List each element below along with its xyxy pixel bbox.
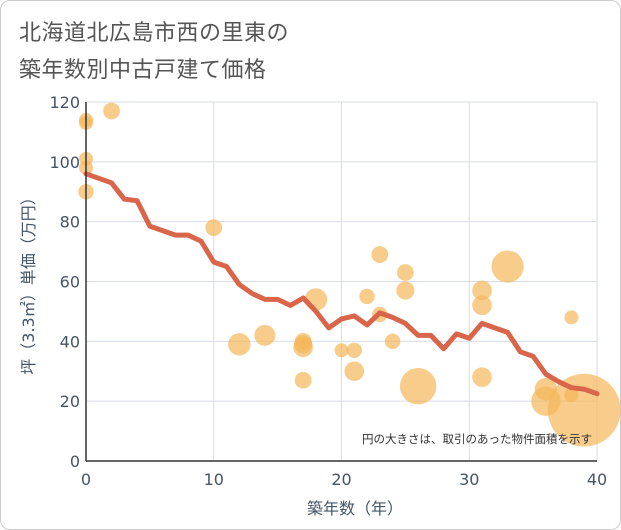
data-bubble bbox=[472, 295, 492, 316]
x-axis-label: 築年数（年） bbox=[307, 499, 403, 518]
y-tick-label: 80 bbox=[60, 213, 80, 232]
data-bubble bbox=[346, 342, 362, 359]
y-tick-label: 60 bbox=[60, 273, 80, 292]
data-bubble bbox=[396, 281, 415, 300]
y-tick-label: 120 bbox=[49, 93, 80, 112]
chart-tick-labels: 0 20 40 60 80 100 120 0 10 20 30 40 bbox=[49, 93, 607, 489]
y-tick-label: 20 bbox=[60, 392, 80, 411]
x-tick-label: 0 bbox=[81, 470, 91, 489]
x-tick-label: 20 bbox=[331, 470, 351, 489]
data-bubble bbox=[491, 250, 524, 283]
data-bubble bbox=[472, 280, 492, 301]
data-bubble bbox=[293, 337, 313, 358]
data-bubble bbox=[399, 368, 437, 405]
chart-title-line2: 築年数別中古戸建て価格 bbox=[19, 58, 267, 83]
data-bubble bbox=[396, 264, 414, 281]
data-bubble bbox=[384, 333, 401, 350]
y-axis-label: 坪（3.3㎡）単価（万円） bbox=[19, 189, 38, 374]
bubble-size-note: 円の大きさは、取引のあった物件面積を示す bbox=[362, 432, 592, 446]
data-bubble bbox=[205, 219, 223, 237]
data-bubble bbox=[564, 310, 579, 325]
chart-grid bbox=[85, 101, 598, 462]
data-bubble bbox=[103, 102, 120, 120]
x-tick-label: 10 bbox=[204, 470, 224, 489]
chart-axes bbox=[85, 102, 597, 462]
data-bubble bbox=[359, 288, 375, 305]
x-tick-label: 40 bbox=[587, 470, 607, 489]
trend-line bbox=[83, 171, 600, 397]
x-tick-label: 30 bbox=[459, 470, 479, 489]
y-tick-label: 100 bbox=[49, 153, 80, 172]
chart-title-line1: 北海道北広島市西の里東の bbox=[19, 21, 290, 46]
data-bubble bbox=[472, 367, 492, 388]
y-tick-label: 40 bbox=[60, 332, 80, 351]
chart-bubbles bbox=[78, 102, 621, 447]
data-bubble bbox=[228, 333, 251, 356]
data-bubble bbox=[294, 371, 312, 389]
chart-title: 北海道北広島市西の里東の 築年数別中古戸建て価格 bbox=[19, 15, 289, 89]
y-tick-label: 0 bbox=[70, 452, 80, 471]
data-bubble bbox=[371, 246, 389, 263]
data-bubble bbox=[334, 343, 349, 358]
data-bubble bbox=[547, 373, 621, 447]
data-bubble bbox=[254, 324, 276, 346]
data-bubble bbox=[304, 288, 328, 311]
data-bubble bbox=[344, 361, 365, 382]
